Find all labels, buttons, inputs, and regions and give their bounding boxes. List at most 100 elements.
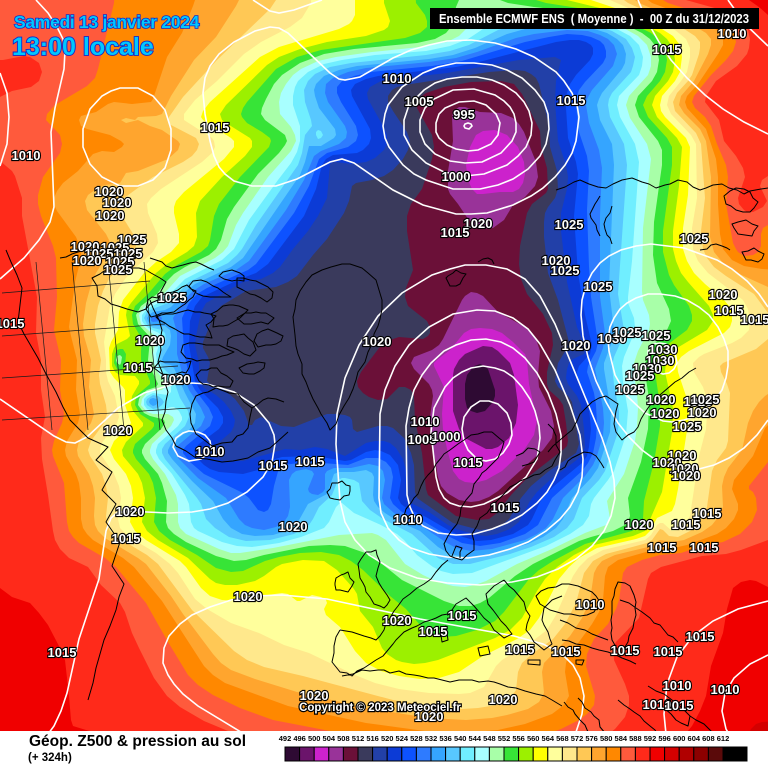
svg-text:544: 544 [469, 734, 482, 743]
svg-text:1020: 1020 [162, 372, 191, 387]
svg-text:1025: 1025 [551, 263, 580, 278]
svg-text:(+ 324h): (+ 324h) [28, 752, 72, 764]
svg-text:1000: 1000 [442, 169, 471, 184]
svg-text:1020: 1020 [668, 448, 697, 463]
svg-text:1025: 1025 [613, 325, 642, 340]
svg-text:1030: 1030 [646, 353, 675, 368]
svg-text:1020: 1020 [672, 468, 701, 483]
svg-text:560: 560 [527, 734, 540, 743]
svg-text:1015: 1015 [124, 360, 153, 375]
svg-text:1015: 1015 [419, 624, 448, 639]
svg-text:492: 492 [279, 734, 292, 743]
svg-text:1015: 1015 [48, 645, 77, 660]
svg-text:496: 496 [293, 734, 306, 743]
svg-text:516: 516 [366, 734, 379, 743]
svg-text:1020: 1020 [300, 688, 329, 703]
svg-text:1010: 1010 [411, 414, 440, 429]
svg-text:1010: 1010 [12, 148, 41, 163]
svg-text:1020: 1020 [96, 208, 125, 223]
svg-text:1020: 1020 [71, 239, 100, 254]
svg-text:596: 596 [658, 734, 671, 743]
svg-text:1015: 1015 [259, 458, 288, 473]
svg-text:1015: 1015 [201, 120, 230, 135]
svg-text:1010: 1010 [643, 697, 672, 712]
svg-text:1020: 1020 [136, 333, 165, 348]
svg-text:1020: 1020 [73, 253, 102, 268]
svg-text:1005: 1005 [408, 432, 437, 447]
svg-text:1010: 1010 [663, 678, 692, 693]
svg-text:1015: 1015 [112, 531, 141, 546]
svg-text:1010: 1010 [394, 512, 423, 527]
svg-text:1025: 1025 [158, 290, 187, 305]
svg-text:1020: 1020 [104, 423, 133, 438]
svg-text:1015: 1015 [0, 316, 24, 331]
svg-text:1010: 1010 [196, 444, 225, 459]
svg-text:1020: 1020 [279, 519, 308, 534]
svg-text:1020: 1020 [684, 394, 713, 409]
svg-text:1025: 1025 [118, 232, 147, 247]
svg-text:1020: 1020 [625, 517, 654, 532]
svg-text:1015: 1015 [552, 644, 581, 659]
svg-text:1025: 1025 [642, 328, 671, 343]
svg-text:532: 532 [425, 734, 438, 743]
svg-text:1015: 1015 [491, 500, 520, 515]
svg-text:1025: 1025 [106, 254, 135, 269]
svg-text:1025: 1025 [85, 246, 114, 261]
svg-text:1020: 1020 [363, 334, 392, 349]
svg-text:1015: 1015 [654, 644, 683, 659]
svg-text:1020: 1020 [653, 455, 682, 470]
svg-text:1015: 1015 [557, 93, 586, 108]
svg-text:1020: 1020 [103, 195, 132, 210]
svg-text:Géop. Z500 & pression au sol: Géop. Z500 & pression au sol [29, 733, 246, 750]
svg-text:1020: 1020 [562, 338, 591, 353]
svg-text:1020: 1020 [116, 504, 145, 519]
svg-text:1015: 1015 [296, 454, 325, 469]
svg-text:1015: 1015 [441, 225, 470, 240]
svg-text:524: 524 [396, 734, 409, 743]
svg-text:564: 564 [542, 734, 555, 743]
svg-text:1005: 1005 [405, 94, 434, 109]
svg-text:1025: 1025 [616, 382, 645, 397]
svg-text:1020: 1020 [647, 392, 676, 407]
svg-text:Copyright © 2023 Meteociel.fr: Copyright © 2023 Meteociel.fr [299, 702, 461, 714]
svg-text:1025: 1025 [104, 262, 133, 277]
svg-text:1020: 1020 [415, 709, 444, 724]
svg-text:1015: 1015 [648, 540, 677, 555]
svg-text:1025: 1025 [114, 246, 143, 261]
svg-text:1025: 1025 [680, 231, 709, 246]
svg-text:588: 588 [629, 734, 642, 743]
svg-text:1010: 1010 [711, 682, 740, 697]
svg-text:1020: 1020 [709, 287, 738, 302]
svg-text:580: 580 [600, 734, 613, 743]
svg-text:576: 576 [585, 734, 598, 743]
svg-text:1020: 1020 [670, 461, 699, 476]
svg-text:504: 504 [323, 734, 336, 743]
svg-text:1020: 1020 [234, 589, 263, 604]
svg-text:528: 528 [410, 734, 423, 743]
svg-text:1015: 1015 [693, 506, 722, 521]
svg-text:1025: 1025 [626, 368, 655, 383]
svg-text:1015: 1015 [715, 303, 744, 318]
svg-text:1020: 1020 [383, 613, 412, 628]
svg-text:1030: 1030 [598, 331, 627, 346]
svg-text:540: 540 [454, 734, 467, 743]
svg-text:584: 584 [615, 734, 628, 743]
svg-text:600: 600 [673, 734, 686, 743]
svg-text:Samedi 13 janvier 2024: Samedi 13 janvier 2024 [14, 12, 200, 32]
svg-text:1010: 1010 [718, 26, 747, 41]
svg-text:1015: 1015 [611, 643, 640, 658]
svg-text:13:00 locale: 13:00 locale [12, 33, 154, 61]
svg-text:1000: 1000 [432, 429, 461, 444]
svg-text:1015: 1015 [665, 698, 694, 713]
svg-text:1025: 1025 [673, 419, 702, 434]
svg-text:608: 608 [702, 734, 715, 743]
svg-text:1025: 1025 [584, 279, 613, 294]
svg-text:1015: 1015 [448, 608, 477, 623]
svg-text:1030: 1030 [633, 361, 662, 376]
svg-text:1015: 1015 [686, 629, 715, 644]
svg-text:1020: 1020 [651, 406, 680, 421]
svg-text:520: 520 [381, 734, 394, 743]
svg-text:1010: 1010 [383, 71, 412, 86]
svg-text:1010: 1010 [576, 597, 605, 612]
svg-text:1015: 1015 [672, 517, 701, 532]
